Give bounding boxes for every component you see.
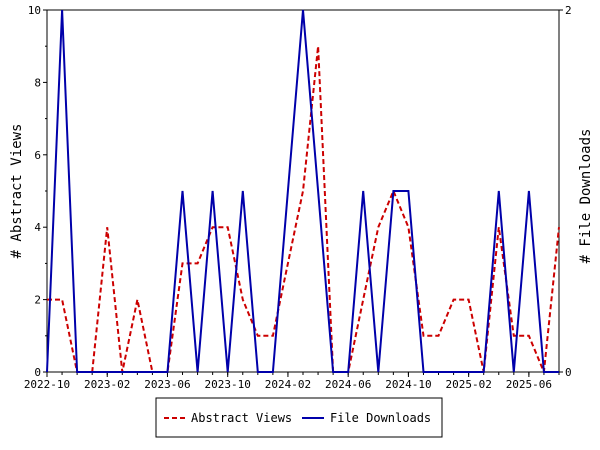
legend-label-file-downloads: File Downloads (330, 411, 431, 425)
series-layer (46, 9, 560, 373)
right-y-tick-label: 0 (565, 366, 572, 379)
left-y-tick-label: 4 (34, 221, 41, 234)
series-line-abstract-views (47, 46, 560, 373)
left-axis-title: # Abstract Views (9, 124, 25, 259)
left-y-tick-label: 0 (34, 366, 41, 379)
x-tick-label: 2023-02 (84, 378, 130, 391)
left-y-axis: 0 2 4 6 8 10 (28, 4, 47, 379)
x-tick-label: 2023-06 (144, 378, 190, 391)
x-tick-label: 2025-06 (506, 378, 552, 391)
x-tick-label: 2024-10 (385, 378, 431, 391)
x-axis: 2022-10 2023-02 2023-06 2023-10 2024-02 2024-… (24, 372, 560, 391)
left-y-tick-label: 10 (28, 4, 41, 17)
x-tick-label: 2023-10 (205, 378, 251, 391)
legend-label-abstract-views: Abstract Views (191, 411, 292, 425)
left-y-tick-label: 6 (34, 149, 41, 162)
legend-box (155, 397, 443, 438)
x-tick-label: 2025-02 (445, 378, 491, 391)
left-y-tick-label: 2 (34, 294, 41, 307)
x-tick-label: 2022-10 (24, 378, 70, 391)
legend: Abstract Views File Downloads (155, 397, 443, 438)
right-y-tick-label: 2 (565, 4, 572, 17)
right-y-axis: 02 (559, 4, 572, 379)
left-y-tick-label: 8 (34, 76, 41, 89)
right-axis-title: # File Downloads (578, 129, 594, 264)
x-tick-label: 2024-06 (325, 378, 371, 391)
x-tick-label: 2024-02 (265, 378, 311, 391)
